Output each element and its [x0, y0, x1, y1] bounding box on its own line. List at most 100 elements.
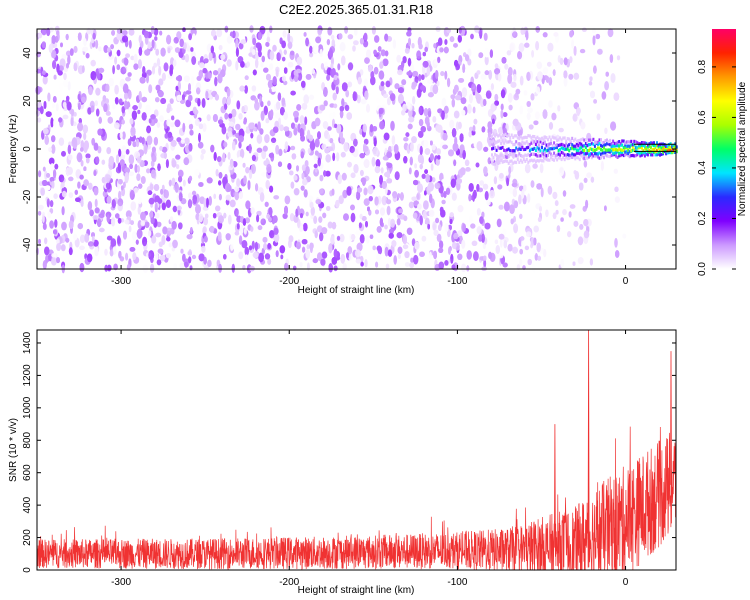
noise-speckle — [381, 181, 387, 189]
signal-cell — [607, 140, 610, 144]
noise-speckle — [354, 28, 358, 36]
signal-cell — [589, 153, 592, 158]
noise-speckle — [306, 176, 311, 183]
signal-cell — [604, 139, 607, 143]
noise-speckle — [150, 26, 155, 34]
noise-speckle — [273, 227, 279, 235]
signal-cell — [571, 146, 574, 150]
noise-speckle — [604, 127, 608, 134]
noise-speckle — [98, 213, 105, 219]
noise-speckle — [78, 118, 82, 124]
noise-speckle — [279, 124, 284, 132]
signal-cell — [592, 142, 595, 146]
noise-speckle — [68, 192, 74, 198]
noise-speckle — [490, 83, 494, 91]
signal-cell — [562, 147, 565, 151]
noise-speckle — [383, 93, 389, 99]
noise-speckle — [188, 83, 191, 92]
noise-speckle — [254, 101, 260, 111]
signal-cell — [560, 146, 563, 150]
noise-speckle — [465, 167, 471, 172]
noise-speckle — [552, 212, 557, 220]
noise-speckle — [203, 58, 209, 64]
noise-speckle — [284, 205, 288, 215]
signal-cell — [536, 140, 539, 144]
noise-speckle — [558, 166, 565, 177]
noise-speckle — [75, 197, 81, 202]
noise-speckle — [306, 244, 310, 250]
noise-speckle — [580, 121, 586, 130]
noise-speckle — [454, 136, 458, 146]
noise-speckle — [469, 126, 473, 132]
noise-speckle — [257, 121, 261, 131]
noise-speckle — [448, 149, 454, 157]
noise-speckle — [178, 175, 183, 183]
noise-speckle — [295, 208, 299, 218]
signal-cell — [578, 138, 581, 142]
signal-cell — [524, 141, 527, 145]
noise-speckle — [109, 249, 114, 257]
noise-speckle — [72, 139, 78, 149]
noise-speckle — [376, 226, 382, 233]
noise-speckle — [589, 76, 593, 81]
signal-cell — [492, 146, 495, 150]
signal-cell — [509, 159, 512, 163]
noise-speckle — [539, 163, 544, 174]
signal-cell — [554, 144, 557, 148]
signal-cell — [593, 140, 596, 144]
noise-speckle — [245, 254, 249, 264]
noise-speckle — [251, 49, 256, 56]
noise-speckle — [138, 90, 142, 101]
signal-cell — [541, 151, 543, 155]
noise-speckle — [407, 57, 412, 67]
noise-speckle — [537, 217, 542, 222]
signal-cell — [539, 158, 542, 162]
noise-speckle — [200, 153, 204, 160]
noise-speckle — [236, 100, 241, 110]
noise-speckle — [214, 94, 219, 101]
signal-cell — [504, 139, 507, 143]
noise-speckle — [548, 100, 553, 108]
signal-cell — [580, 151, 583, 155]
noise-speckle — [223, 253, 227, 260]
noise-speckle — [176, 137, 182, 143]
noise-speckle — [457, 230, 463, 237]
noise-speckle — [336, 152, 340, 162]
noise-speckle — [188, 63, 192, 72]
noise-speckle — [77, 93, 81, 101]
signal-cell — [598, 138, 601, 142]
noise-speckle — [494, 100, 499, 106]
noise-speckle — [590, 90, 595, 99]
signal-cell — [584, 152, 587, 156]
noise-speckle — [504, 201, 510, 212]
noise-speckle — [153, 62, 157, 68]
signal-cell — [575, 142, 578, 146]
noise-speckle — [119, 159, 125, 167]
noise-speckle — [369, 124, 374, 133]
noise-speckle — [610, 121, 617, 131]
noise-speckle — [268, 217, 272, 222]
noise-speckle — [288, 235, 294, 243]
signal-cell — [531, 147, 534, 151]
noise-speckle — [340, 253, 346, 264]
noise-speckle — [105, 182, 111, 190]
noise-speckle — [138, 102, 142, 110]
noise-speckle — [411, 136, 417, 144]
noise-speckle — [556, 225, 561, 233]
noise-speckle — [545, 76, 550, 83]
signal-cell — [525, 157, 528, 162]
noise-speckle — [339, 42, 346, 52]
noise-speckle — [592, 35, 596, 46]
noise-speckle — [483, 166, 488, 175]
noise-speckle — [502, 262, 508, 268]
noise-speckle — [181, 94, 185, 101]
signal-cell — [518, 152, 521, 156]
signal-cell — [547, 138, 549, 142]
signal-cell — [562, 156, 565, 160]
noise-speckle — [467, 104, 472, 114]
signal-cell — [537, 154, 540, 158]
noise-speckle — [156, 221, 162, 228]
noise-speckle — [124, 172, 129, 182]
noise-speckle — [188, 94, 193, 102]
noise-speckle — [201, 245, 206, 253]
